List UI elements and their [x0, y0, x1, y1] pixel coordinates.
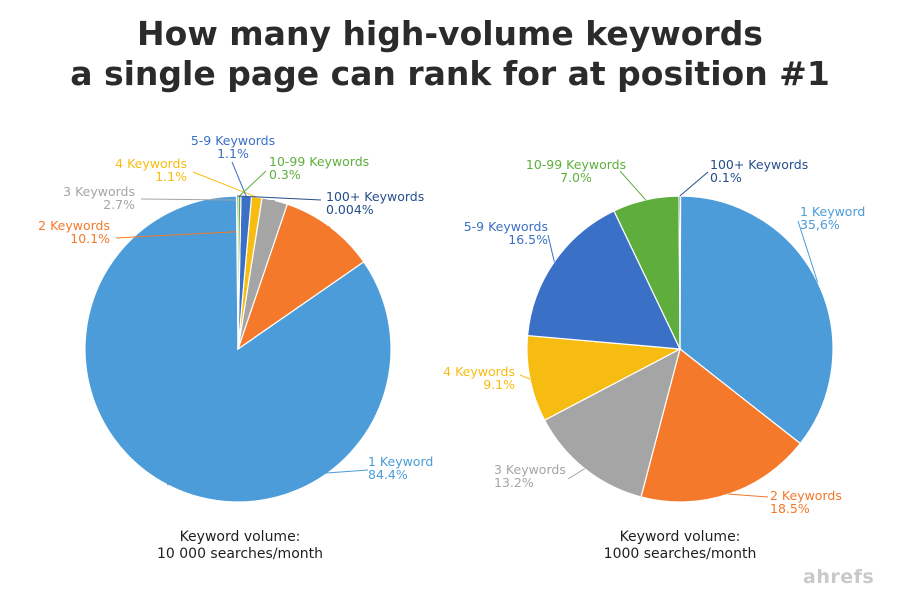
pie-1-leader-10-99-keywords	[619, 170, 647, 201]
pie-0-value-5-9-keywords: 1.1%	[217, 146, 249, 161]
caption-10000-line-1: Keyword volume:	[179, 529, 301, 545]
pie-1-value-5-9-keywords: 16.5%	[508, 232, 548, 247]
caption-10000-line-2: 10 000 searches/month	[156, 546, 323, 562]
pie-0-value-1-keyword: 84.4%	[368, 467, 408, 482]
chart-title-line-2: a single page can rank for at position #…	[70, 54, 830, 93]
pie-1-value-1-keyword: 35,6%	[800, 217, 840, 232]
pie-1-slice-1-keyword	[679, 195, 834, 445]
pie-1-label-3-keywords: 3 Keywords	[494, 462, 566, 477]
caption-1000-line-1: Keyword volume:	[619, 529, 741, 545]
pie-0-label-4-keywords: 4 Keywords	[115, 156, 187, 171]
pie-1-value-3-keywords: 13.2%	[494, 475, 534, 490]
caption-1000-line-2: 1000 searches/month	[603, 546, 757, 562]
pie-1-label-2-keywords: 2 Keywords	[770, 488, 842, 503]
pie-1-label-4-keywords: 4 Keywords	[443, 364, 515, 379]
pie-0-value-4-keywords: 1.1%	[155, 169, 187, 184]
pie-0-value-2-keywords: 10.1%	[70, 231, 110, 246]
pie-1-slice-5-9-keywords	[526, 210, 681, 350]
pie-0-slice-2-keywords	[236, 203, 365, 351]
pie-1-label-10-99-keywords: 10-99 Keywords	[526, 157, 626, 172]
pie-0-value-100-keywords: 0.004%	[326, 202, 374, 217]
pie-0-value-3-keywords: 2.7%	[103, 197, 135, 212]
pie-1-leader-1-keyword	[797, 220, 819, 283]
pie-0-leader-5-9-keywords	[231, 161, 247, 197]
chart-title-line-1: How many high-volume keywords	[137, 14, 763, 53]
pie-1-label-1-keyword: 1 Keyword	[800, 204, 865, 219]
pie-1-slice-100-keywords	[678, 195, 682, 350]
pie-0-label-1-keyword: 1 Keyword	[368, 454, 433, 469]
pie-0-label-2-keywords: 2 Keywords	[38, 218, 110, 233]
pie-0-leader-2-keywords	[115, 226, 331, 239]
ahrefs-logo: ahrefs	[803, 566, 875, 588]
chart-title: How many high-volume keywords a single p…	[0, 14, 900, 94]
caption-10000: Keyword volume: 10 000 searches/month	[110, 529, 370, 563]
pie-0-leader-4-keywords	[192, 171, 257, 198]
pie-1-value-2-keywords: 18.5%	[770, 501, 810, 516]
pie-0-label-10-99-keywords: 10-99 Keywords	[269, 154, 369, 169]
pie-1-value-10-99-keywords: 7.0%	[560, 170, 592, 185]
pie-0-label-100-keywords: 100+ Keywords	[326, 189, 424, 204]
pie-0-value-10-99-keywords: 0.3%	[269, 167, 301, 182]
pie-1-slice-4-keywords	[526, 334, 683, 421]
pie-1-value-4-keywords: 9.1%	[483, 377, 515, 392]
pie-1-leader-4-keywords	[519, 374, 531, 380]
pie-1-value-100-keywords: 0.1%	[710, 170, 742, 185]
pie-1-label-100-keywords: 100+ Keywords	[710, 157, 808, 172]
pie-1-label-5-9-keywords: 5-9 Keywords	[464, 219, 548, 234]
pie-1-leader-3-keywords	[567, 468, 585, 480]
pie-1-leader-100-keywords	[679, 171, 709, 197]
pie-0-label-3-keywords: 3 Keywords	[63, 184, 135, 199]
pie-0-leader-100-keywords	[237, 195, 322, 201]
pie-0-label-5-9-keywords: 5-9 Keywords	[191, 133, 275, 148]
caption-1000: Keyword volume: 1000 searches/month	[550, 529, 810, 563]
pie-0-leader-1-keyword	[166, 469, 369, 486]
pie-1-leader-5-9-keywords	[547, 234, 555, 262]
pie-1-slice-3-keywords	[543, 347, 681, 498]
pie-0-leader-10-99-keywords	[239, 170, 267, 197]
pie-1-leader-2-keywords	[728, 493, 769, 498]
